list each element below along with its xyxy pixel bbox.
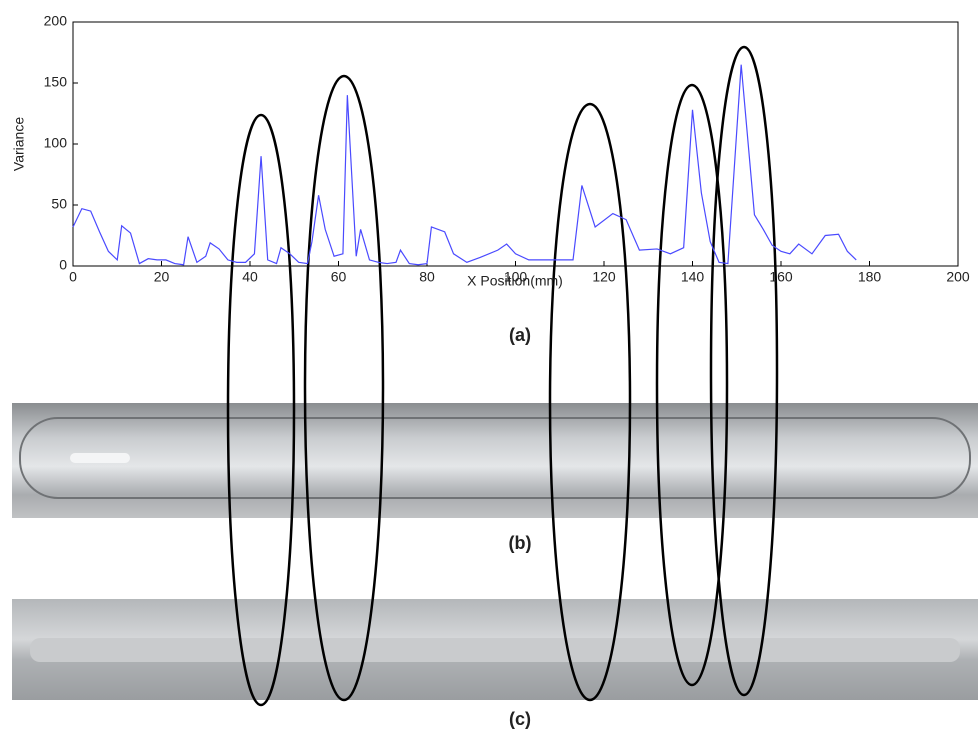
x-tick-label: 200 xyxy=(946,269,970,285)
x-tick-label: 100 xyxy=(504,269,528,285)
y-tick-label: 50 xyxy=(51,196,67,212)
x-tick-label: 140 xyxy=(681,269,705,285)
annotation: (b) xyxy=(509,533,532,553)
x-tick-label: 0 xyxy=(69,269,77,285)
x-tick-label: 20 xyxy=(154,269,170,285)
x-tick-label: 180 xyxy=(858,269,882,285)
ellipse xyxy=(548,102,632,702)
y-tick-label: 0 xyxy=(59,257,67,273)
line-series xyxy=(72,64,857,266)
plot-frame xyxy=(72,21,959,267)
ellipse xyxy=(226,113,296,707)
weld-outline xyxy=(19,417,971,499)
weld-bead xyxy=(30,638,960,662)
y-tick-label: 200 xyxy=(44,13,68,29)
x-axis-label: X Position(mm) xyxy=(467,273,563,289)
y-axis-label: Variance xyxy=(11,117,27,171)
x-tick-label: 40 xyxy=(242,269,258,285)
x-tick-label: 80 xyxy=(419,269,435,285)
ellipse xyxy=(303,74,385,702)
ellipse xyxy=(655,83,729,687)
photo-top xyxy=(12,403,978,518)
annotation: (a) xyxy=(509,325,531,345)
ellipses xyxy=(226,45,779,707)
x-tick-label: 160 xyxy=(769,269,793,285)
ellipse xyxy=(709,45,779,697)
y-tick-label: 150 xyxy=(44,74,68,90)
x-tick-label: 60 xyxy=(331,269,347,285)
y-tick-label: 100 xyxy=(44,135,68,151)
highlight xyxy=(70,453,130,463)
annotation: (c) xyxy=(509,709,531,729)
x-tick-label: 120 xyxy=(592,269,616,285)
